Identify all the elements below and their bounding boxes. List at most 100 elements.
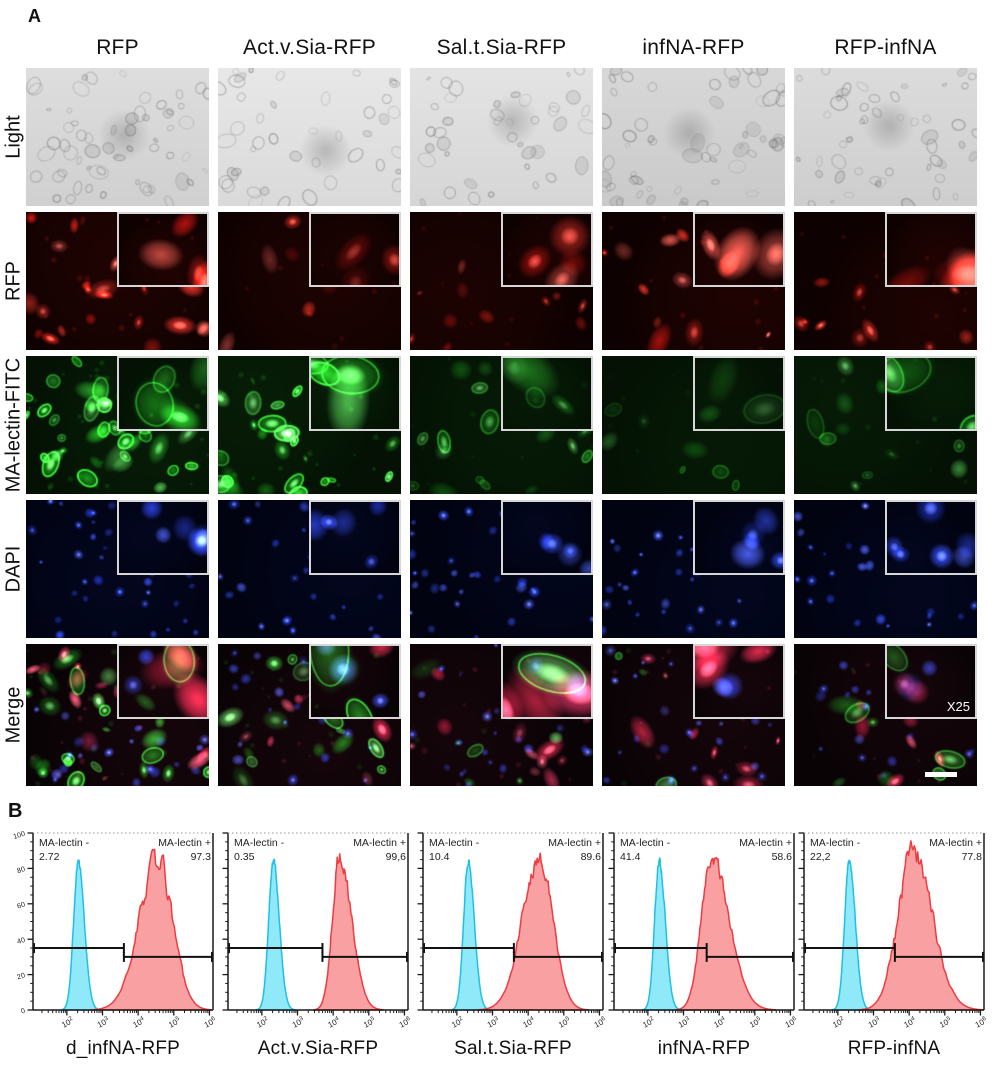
svg-text:0: 0: [20, 1006, 27, 1016]
svg-text:104: 104: [902, 1015, 918, 1029]
svg-text:104: 104: [326, 1015, 342, 1029]
svg-text:103: 103: [677, 1015, 693, 1029]
column-header-act-v-sia-rfp: Act.v.Sia-RFP: [243, 36, 376, 59]
inset-box: [117, 500, 209, 575]
svg-text:102: 102: [60, 1015, 76, 1029]
flow-plot-infna-rfp: 102 103 104 105 106 MA-lectin -41.4 MA-lectin …: [591, 825, 803, 1073]
svg-text:106: 106: [784, 1015, 800, 1029]
inset-box: [501, 500, 593, 575]
row-label-fitc: MA-lectin-FITC: [2, 357, 25, 493]
gate-label-negative: MA-lectin -2.72: [39, 837, 90, 863]
flow-plot-title: Act.v.Sia-RFP: [257, 1038, 379, 1059]
histogram-svg: 102 103 104 105 106: [798, 832, 990, 1030]
svg-text:103: 103: [291, 1015, 307, 1029]
inset-box: [309, 212, 401, 287]
inset-box: [309, 356, 401, 431]
flow-plot-title: RFP-infNA: [847, 1038, 941, 1059]
micrograph-rfp-sal-t-sia-rfp: [410, 212, 593, 350]
svg-text:106: 106: [203, 1015, 219, 1029]
svg-text:102: 102: [450, 1015, 466, 1029]
row-label-dapi: DAPI: [2, 545, 25, 593]
svg-text:60: 60: [16, 900, 26, 911]
svg-text:80: 80: [16, 864, 26, 875]
svg-text:100: 100: [12, 829, 26, 841]
gate-label-negative: MA-lectin -41.4: [620, 837, 671, 863]
gate-label-negative: MA-lectin -0.35: [234, 837, 285, 863]
micrograph-dapi-infna-rfp: [602, 500, 785, 638]
svg-text:40: 40: [16, 935, 26, 946]
micrograph-dapi-act-v-sia-rfp: [218, 500, 401, 638]
svg-text:102: 102: [255, 1015, 271, 1029]
panel-b-label: B: [8, 800, 23, 822]
inset-box: [693, 644, 785, 719]
column-header-infna-rfp: infNA-RFP: [642, 36, 745, 59]
micrograph-merge-sal-t-sia-rfp: [410, 644, 593, 786]
svg-text:106: 106: [593, 1015, 609, 1029]
micrograph-rfp-rfp-infna: [794, 212, 977, 350]
gate-label-positive: MA-lectin +97.3: [158, 837, 211, 863]
inset-box: [117, 644, 209, 719]
gate-label-positive: MA-lectin +89.6: [548, 837, 601, 863]
svg-text:104: 104: [521, 1015, 537, 1029]
micrograph-grid: RFP Act.v.Sia-RFP Sal.t.Sia-RFP infNA-RFP RF…: [26, 30, 977, 786]
micrograph-dapi-rfp: [26, 500, 209, 638]
histogram-svg: 102 103 104 105 106: [417, 832, 609, 1030]
micrograph-light-act-v-sia-rfp: [218, 68, 401, 206]
svg-text:106: 106: [974, 1015, 990, 1029]
inset-box: [693, 500, 785, 575]
inset-box: [693, 212, 785, 287]
row-label-rfp: RFP: [2, 261, 25, 301]
svg-text:104: 104: [131, 1015, 147, 1029]
svg-text:104: 104: [712, 1015, 728, 1029]
gate-label-positive: MA-lectin +77.8: [929, 837, 982, 863]
flow-plot-d-infna-rfp: 0 20 40 60 80 100 102 103 104 105 106 MA-lectin -2.…: [10, 825, 222, 1073]
flow-plot-title: infNA-RFP: [657, 1038, 751, 1059]
histogram-svg: 0 20 40 60 80 100 102 103 104 105 106: [12, 829, 219, 1030]
inset-box: [117, 212, 209, 287]
svg-text:103: 103: [486, 1015, 502, 1029]
row-label-light: Light: [2, 115, 25, 159]
svg-text:105: 105: [938, 1015, 954, 1029]
micrograph-rfp-act-v-sia-rfp: [218, 212, 401, 350]
gate-label-positive: MA-lectin +99,6: [353, 837, 406, 863]
svg-text:105: 105: [748, 1015, 764, 1029]
inset-box: [501, 212, 593, 287]
inset-box: [693, 356, 785, 431]
flow-plot-rfp-infna: 102 103 104 105 106 MA-lectin -22,2 MA-lectin …: [781, 825, 993, 1073]
svg-text:20: 20: [16, 970, 26, 981]
svg-text:103: 103: [867, 1015, 883, 1029]
flow-cytometry-panel: 0 20 40 60 80 100 102 103 104 105 106 MA-lectin -2.…: [0, 818, 1000, 1074]
inset-box: [885, 500, 977, 575]
svg-text:106: 106: [398, 1015, 414, 1029]
svg-text:105: 105: [167, 1015, 183, 1029]
inset-box: [309, 644, 401, 719]
inset-box: [501, 356, 593, 431]
inset-box: [885, 356, 977, 431]
flow-plot-act-v-sia-rfp: 102 103 104 105 106 MA-lectin -0.35 MA-lectin …: [205, 825, 417, 1073]
micrograph-merge-act-v-sia-rfp: [218, 644, 401, 786]
row-label-merge: Merge: [2, 686, 25, 744]
column-header-rfp-infna: RFP-infNA: [834, 36, 937, 59]
svg-text:103: 103: [96, 1015, 112, 1029]
svg-text:102: 102: [641, 1015, 657, 1029]
micrograph-fitc-rfp: [26, 356, 209, 494]
micrograph-fitc-act-v-sia-rfp: [218, 356, 401, 494]
inset-box: X25: [885, 644, 977, 719]
micrograph-merge-rfp: [26, 644, 209, 786]
column-header-sal-t-sia-rfp: Sal.t.Sia-RFP: [436, 36, 567, 59]
micrograph-dapi-sal-t-sia-rfp: [410, 500, 593, 638]
inset-box: [117, 356, 209, 431]
micrograph-fitc-infna-rfp: [602, 356, 785, 494]
micrograph-merge-rfp-infna: X25: [794, 644, 977, 786]
flow-plot-title: Sal.t.Sia-RFP: [454, 1038, 572, 1059]
flow-plot-sal-t-sia-rfp: 102 103 104 105 106 MA-lectin -10.4 MA-lectin …: [400, 825, 612, 1073]
flow-plot-title: d_infNA-RFP: [65, 1038, 181, 1059]
micrograph-merge-infna-rfp: [602, 644, 785, 786]
histogram-svg: 102 103 104 105 106: [608, 832, 800, 1030]
svg-text:105: 105: [557, 1015, 573, 1029]
gate-label-negative: MA-lectin -10.4: [429, 837, 480, 863]
inset-box: [501, 644, 593, 719]
column-header-rfp: RFP: [96, 36, 139, 59]
magnification-label: X25: [946, 699, 970, 714]
